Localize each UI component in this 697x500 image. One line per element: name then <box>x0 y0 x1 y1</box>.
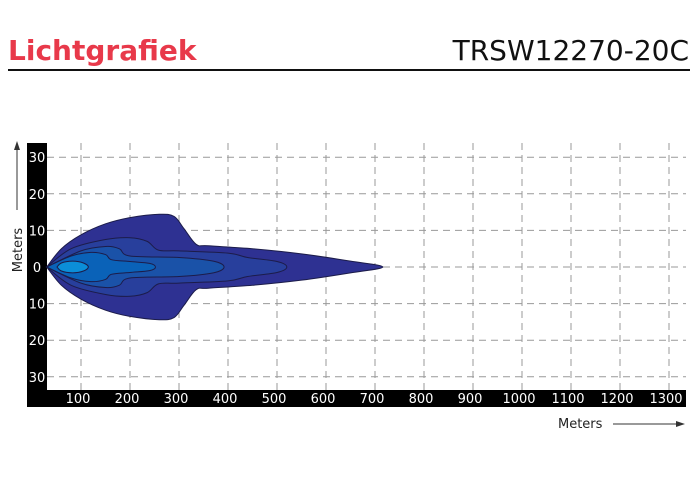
x-tick-label: 1000 <box>502 392 535 407</box>
x-tick-label: 1300 <box>649 392 682 407</box>
x-tick-label: 1200 <box>600 392 633 407</box>
x-tick-label: 200 <box>115 392 140 407</box>
x-tick-label: 400 <box>213 392 238 407</box>
x-axis-label: Meters <box>558 417 603 432</box>
beam-contour <box>56 260 89 274</box>
contours <box>45 213 384 321</box>
y-arrow-head <box>14 141 20 150</box>
x-tick-label: 700 <box>360 392 385 407</box>
model-number: TRSW12270-20C <box>452 34 689 67</box>
page-title: Lichtgrafiek <box>8 34 197 67</box>
header-divider <box>8 69 690 71</box>
x-tick-label: 600 <box>311 392 336 407</box>
y-tick-label: 10 <box>29 224 46 239</box>
x-tick-label: 100 <box>66 392 91 407</box>
x-tick-label: 500 <box>262 392 287 407</box>
y-tick-label: 10 <box>29 298 46 313</box>
y-tick-label: 0 <box>33 261 41 276</box>
x-arrow-head <box>676 421 685 427</box>
y-tick-label: 20 <box>29 188 46 203</box>
y-axis-label: Meters <box>11 228 26 273</box>
y-axis-bar <box>27 143 47 407</box>
x-tick-label: 900 <box>458 392 483 407</box>
x-axis-bar <box>27 390 686 407</box>
x-tick-label: 800 <box>409 392 434 407</box>
x-tick-label: 1100 <box>551 392 584 407</box>
x-tick-label: 300 <box>164 392 189 407</box>
ticks: 100 200 300 400 500 600 700 800 900 1000 1100 1200 1… <box>29 151 683 407</box>
y-tick-label: 30 <box>29 151 46 166</box>
y-tick-label: 20 <box>29 334 46 349</box>
y-tick-label: 30 <box>29 371 46 386</box>
beam-contour <box>45 251 156 283</box>
